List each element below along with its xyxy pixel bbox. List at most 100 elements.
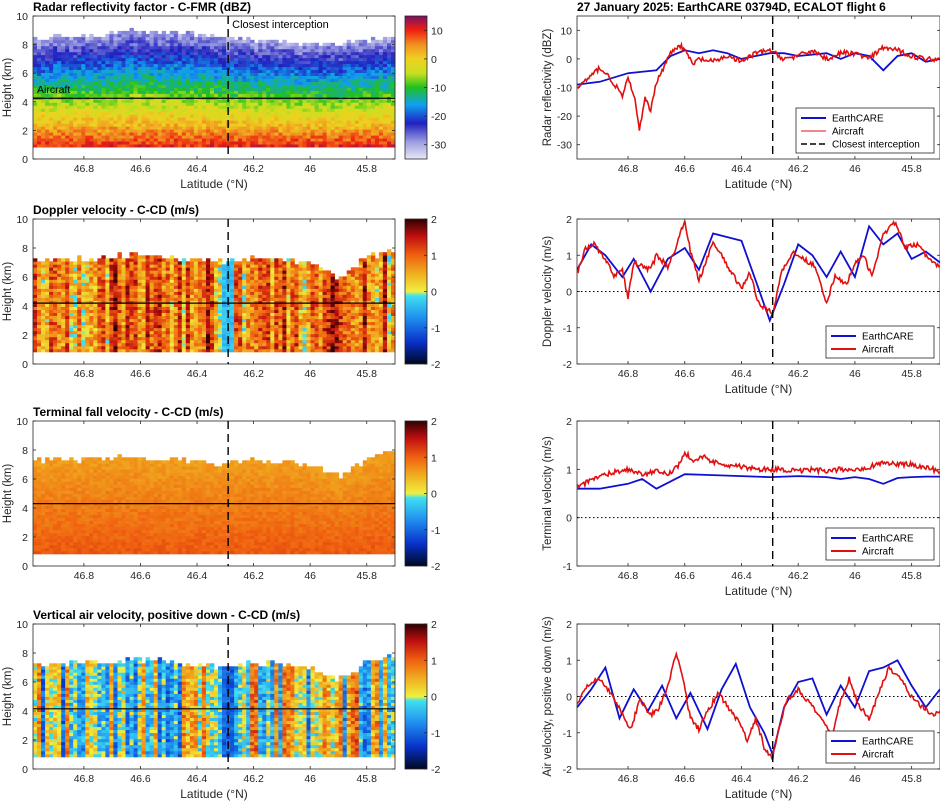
heatmap-cell: [117, 333, 122, 338]
heatmap-cell: [282, 87, 287, 91]
heatmap-cell: [362, 48, 368, 53]
heatmap-cell: [149, 348, 154, 353]
heatmap-cell: [69, 84, 74, 88]
heatmap-cell: [222, 129, 227, 133]
heatmap-cell: [97, 117, 102, 121]
heatmap-cell: [266, 84, 271, 88]
heatmap-cell: [230, 336, 235, 341]
heatmap-cell: [101, 318, 106, 323]
heatmap-cell: [306, 60, 311, 65]
heatmap-cell: [173, 342, 179, 347]
heatmap-cell: [382, 90, 388, 94]
heatmap-cell: [218, 327, 223, 332]
heatmap-cell: [161, 63, 167, 68]
heatmap-cell: [370, 117, 376, 121]
heatmap-cell: [85, 267, 90, 271]
heatmap-cell: [306, 123, 311, 127]
heatmap-cell: [93, 300, 98, 304]
heatmap-cell: [294, 90, 299, 94]
heatmap-cell: [310, 84, 315, 88]
heatmap-cell: [145, 273, 150, 277]
heatmap-cell: [185, 273, 191, 277]
heatmap-cell: [37, 339, 42, 344]
heatmap-cell: [286, 144, 291, 148]
heatmap-cell: [141, 123, 146, 127]
heatmap-cell: [161, 270, 167, 274]
heatmap-cell: [302, 57, 307, 62]
heatmap-cell: [169, 306, 175, 310]
heatmap-cell: [197, 330, 203, 335]
heatmap-cell: [113, 303, 118, 307]
heatmap-cell: [89, 270, 94, 274]
heatmap-cell: [201, 78, 207, 82]
heatmap-cell: [41, 90, 46, 94]
heatmap-cell: [105, 270, 110, 274]
heatmap-cell: [49, 270, 54, 274]
heatmap-cell: [89, 78, 94, 82]
heatmap-cell: [274, 123, 279, 127]
heatmap-cell: [181, 348, 187, 353]
heatmap-cell: [254, 126, 259, 130]
heatmap-cell: [266, 75, 271, 79]
heatmap-cell: [109, 33, 114, 38]
heatmap-cell: [350, 120, 356, 124]
heatmap-cell: [330, 132, 335, 136]
heatmap-cell: [210, 102, 215, 106]
heatmap-cell: [242, 99, 247, 103]
heatmap-cell: [101, 306, 106, 310]
heatmap-cell: [153, 348, 159, 353]
heatmap-cell: [161, 273, 167, 277]
heatmap-cell: [230, 261, 235, 265]
heatmap-cell: [169, 54, 175, 59]
heatmap-cell: [53, 141, 58, 145]
heatmap-cell: [193, 330, 199, 335]
heatmap-cell: [97, 114, 102, 118]
heatmap-cell: [230, 285, 235, 289]
heatmap-cell: [57, 276, 62, 280]
heatmap-cell: [137, 75, 142, 79]
heatmap-cell: [37, 273, 42, 277]
heatmap-cell: [109, 144, 114, 148]
heatmap-cell: [294, 114, 299, 118]
heatmap-cell: [113, 81, 118, 85]
heatmap-cell: [33, 303, 38, 307]
heatmap-cell: [302, 132, 307, 136]
heatmap-cell: [121, 330, 126, 335]
heatmap-cell: [193, 144, 199, 148]
heatmap-cell: [222, 297, 227, 301]
heatmap-cell: [69, 57, 74, 62]
heatmap-cell: [161, 81, 167, 85]
heatmap-cell: [314, 138, 319, 142]
heatmap-cell: [210, 63, 215, 68]
heatmap-cell: [141, 282, 146, 286]
heatmap-cell: [109, 54, 114, 59]
heatmap-cell: [41, 285, 46, 289]
heatmap-cell: [181, 258, 187, 262]
heatmap-cell: [101, 51, 106, 56]
heatmap-cell: [77, 324, 82, 329]
heatmap-cell: [161, 324, 167, 329]
heatmap-cell: [370, 132, 376, 136]
heatmap-cell: [61, 135, 66, 139]
heatmap-cell: [250, 63, 255, 68]
heatmap-cell: [153, 321, 159, 326]
heatmap-cell: [85, 126, 90, 130]
heatmap-cell: [330, 120, 335, 124]
heatmap-cell: [298, 123, 303, 127]
heatmap-cell: [201, 297, 207, 301]
heatmap-cell: [370, 48, 376, 53]
heatmap-cell: [214, 57, 219, 62]
heatmap-cell: [382, 84, 388, 88]
heatmap-cell: [206, 324, 211, 329]
heatmap-cell: [250, 72, 255, 76]
heatmap-cell: [113, 108, 118, 112]
heatmap-cell: [362, 63, 368, 68]
heatmap-cell: [109, 114, 114, 118]
heatmap-cell: [201, 84, 207, 88]
heatmap-cell: [49, 39, 54, 44]
heatmap-cell: [69, 327, 74, 332]
heatmap-cell: [49, 315, 54, 320]
heatmap-cell: [69, 300, 74, 304]
heatmap-cell: [362, 57, 368, 62]
heatmap-cell: [366, 48, 372, 53]
